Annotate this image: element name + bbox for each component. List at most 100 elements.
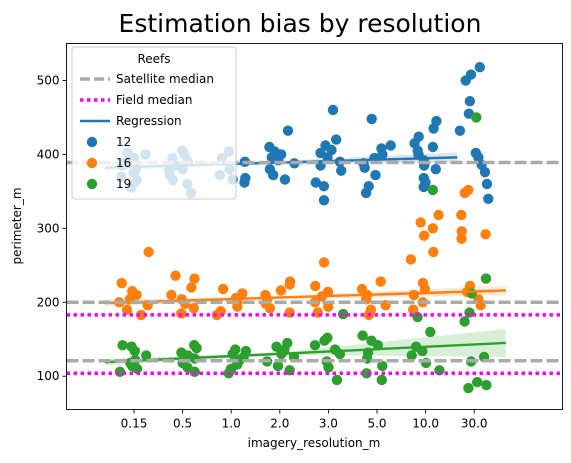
data-point — [481, 379, 492, 391]
legend-entry-label: Field median — [116, 93, 193, 107]
data-point — [272, 360, 284, 372]
legend-title: Reefs — [137, 52, 170, 66]
y-axis-label: perimeter_m — [10, 187, 24, 264]
data-point — [318, 181, 330, 192]
data-point — [176, 347, 187, 358]
data-point — [126, 341, 137, 352]
data-point — [189, 340, 200, 351]
data-point — [464, 96, 476, 107]
data-point — [237, 288, 248, 299]
x-tick-label: 30.0 — [461, 417, 488, 431]
data-point — [217, 283, 229, 295]
data-point — [463, 382, 474, 394]
data-point — [454, 125, 466, 136]
data-point — [135, 309, 147, 321]
data-point — [481, 178, 493, 190]
data-point — [366, 113, 377, 125]
legend-symbol — [86, 178, 98, 190]
data-point — [361, 368, 372, 379]
x-axis-label: imagery_resolution_m — [248, 436, 381, 450]
data-point — [427, 141, 439, 153]
data-point — [375, 276, 386, 287]
data-point — [415, 217, 426, 228]
data-point — [331, 134, 342, 145]
data-point — [170, 270, 181, 281]
data-point — [428, 246, 439, 258]
data-point — [337, 308, 349, 320]
data-point — [405, 254, 417, 265]
data-point — [456, 226, 467, 237]
data-point — [417, 277, 429, 289]
data-point — [376, 143, 387, 154]
data-point — [141, 350, 152, 361]
data-point — [370, 169, 381, 181]
data-point — [327, 104, 339, 116]
data-point — [264, 164, 276, 175]
data-point — [363, 181, 374, 192]
legend-entry-label: 12 — [116, 135, 131, 149]
data-point — [483, 193, 494, 204]
data-point — [406, 350, 417, 361]
y-tick-label: 500 — [37, 73, 60, 87]
data-point — [459, 316, 470, 327]
data-point — [310, 177, 321, 188]
x-tick-label: 0.15 — [121, 417, 148, 431]
data-point — [117, 340, 128, 351]
data-point — [143, 246, 154, 258]
x-tick-label: 1.0 — [222, 417, 241, 431]
data-point — [366, 335, 377, 346]
x-tick-label: 2.0 — [270, 417, 289, 431]
data-point — [456, 233, 467, 244]
data-point — [279, 174, 291, 185]
data-point — [240, 172, 251, 184]
data-point — [318, 195, 330, 206]
data-point — [427, 223, 438, 234]
data-point — [418, 230, 430, 241]
data-point — [357, 330, 368, 341]
series-16-points — [114, 184, 491, 321]
data-point — [377, 360, 388, 372]
data-point — [376, 374, 387, 386]
legend-entry-label: Regression — [116, 114, 182, 128]
axes: 100 200 300 400 500 0.15 0.5 1.0 2.0 3.0 5.0 10.0 30… — [37, 73, 488, 430]
data-point — [427, 184, 438, 196]
x-tick-label: 5.0 — [367, 417, 386, 431]
data-point — [433, 209, 444, 221]
data-point — [471, 112, 482, 123]
data-point — [188, 303, 199, 314]
data-point — [275, 285, 287, 296]
data-point — [472, 376, 483, 388]
data-point — [465, 69, 477, 80]
data-point — [282, 337, 293, 349]
data-point — [425, 326, 436, 338]
data-point — [230, 344, 241, 355]
data-point — [480, 273, 492, 284]
data-point — [322, 286, 334, 298]
data-point — [331, 374, 343, 386]
data-point — [365, 304, 377, 315]
x-tick-label: 3.0 — [319, 417, 338, 431]
data-point — [309, 340, 321, 351]
data-point — [430, 164, 441, 175]
data-point — [282, 125, 294, 136]
x-tick-label: 10.0 — [412, 417, 439, 431]
data-point — [310, 280, 321, 292]
legend-entry-label: Satellite median — [116, 72, 214, 86]
legend-box — [71, 46, 237, 200]
data-point — [336, 165, 347, 176]
data-point — [121, 304, 133, 315]
data-point — [470, 147, 481, 159]
legend-symbol — [86, 157, 98, 169]
legend: Reefs Satellite median Field median Regress… — [71, 46, 237, 200]
data-point — [284, 276, 296, 287]
data-point — [434, 365, 445, 376]
data-point — [127, 286, 138, 297]
data-point — [264, 141, 275, 153]
data-point — [463, 184, 474, 196]
data-point — [456, 209, 467, 221]
data-point — [315, 147, 326, 159]
regression-band-19 — [104, 329, 506, 366]
legend-entry-label: 16 — [116, 156, 131, 170]
data-point — [318, 257, 330, 268]
